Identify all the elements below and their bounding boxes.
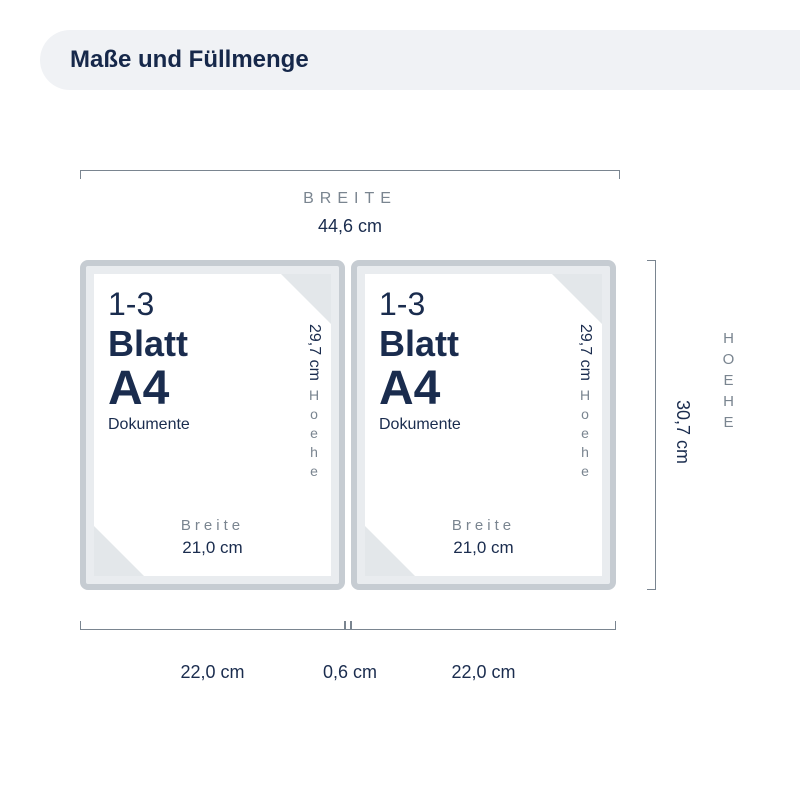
format-label: A4 — [379, 361, 602, 416]
height-value: 30,7 cm — [672, 400, 693, 464]
inner-width-dim: Breite 21,0 cm — [94, 517, 331, 558]
page-title: Maße und Füllmenge — [70, 46, 309, 74]
bottom-right-value: 22,0 cm — [351, 662, 616, 683]
width-value: 44,6 cm — [80, 216, 620, 237]
sheet-word: Blatt — [379, 323, 602, 365]
inner-height-dim: 29,7 cm Hoehe — [576, 324, 594, 482]
inner-height-label: Hoehe — [306, 387, 322, 482]
folder-diagram: 1-3 Blatt A4 Dokumente 29,7 cm Hoehe Bre… — [80, 260, 616, 590]
inner-width-label: Breite — [365, 517, 602, 534]
format-label: A4 — [108, 361, 331, 416]
corner-fold-icon — [552, 274, 602, 324]
height-label: HOEHE — [720, 330, 737, 435]
header: Maße und Füllmenge — [40, 30, 800, 90]
height-bracket-right — [648, 260, 656, 590]
inner-height-dim: 29,7 cm Hoehe — [305, 324, 323, 482]
document-sheet: 1-3 Blatt A4 Dokumente 29,7 cm Hoehe Bre… — [365, 274, 602, 576]
width-label: BREITE — [80, 190, 620, 208]
document-panel: 1-3 Blatt A4 Dokumente 29,7 cm Hoehe Bre… — [351, 260, 616, 590]
inner-width-value: 21,0 cm — [365, 538, 602, 558]
document-panel: 1-3 Blatt A4 Dokumente 29,7 cm Hoehe Bre… — [80, 260, 345, 590]
document-sheet: 1-3 Blatt A4 Dokumente 29,7 cm Hoehe Bre… — [94, 274, 331, 576]
inner-width-dim: Breite 21,0 cm — [365, 517, 602, 558]
inner-height-value: 29,7 cm — [576, 324, 594, 381]
bottom-bracket-right — [351, 622, 616, 630]
sheet-word: Blatt — [108, 323, 331, 365]
corner-fold-icon — [281, 274, 331, 324]
width-bracket-top — [80, 170, 620, 178]
inner-width-value: 21,0 cm — [94, 538, 331, 558]
inner-width-label: Breite — [94, 517, 331, 534]
inner-height-label: Hoehe — [577, 387, 593, 482]
documents-label: Dokumente — [108, 416, 331, 434]
bottom-bracket-left — [80, 622, 345, 630]
inner-height-value: 29,7 cm — [305, 324, 323, 381]
documents-label: Dokumente — [379, 416, 602, 434]
